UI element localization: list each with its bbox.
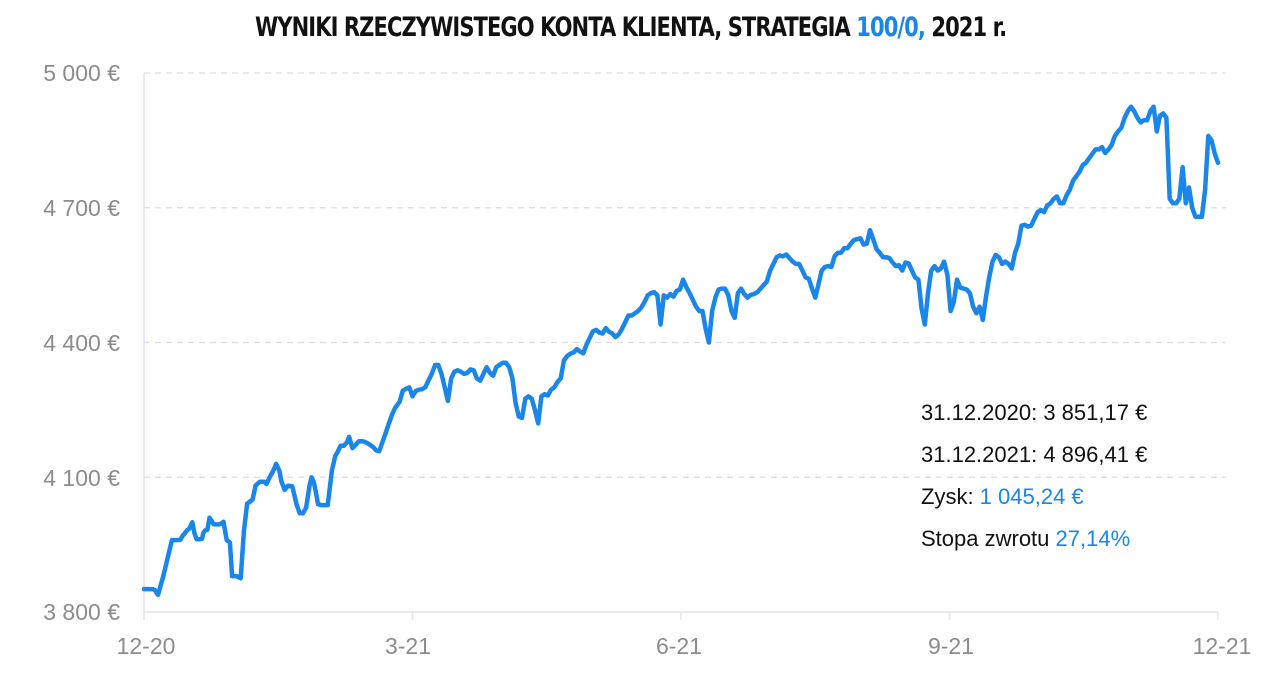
return-row: Stopa zwrotu 27,14% <box>921 518 1147 560</box>
y-tick-4700: 4 700 € <box>43 195 120 221</box>
profit-label: Zysk: <box>921 484 980 509</box>
chart-title: WYNIKI RZECZYWISTEGO KONTA KLIENTA, STRA… <box>137 12 1124 43</box>
x-tick-3-21: 3-21 <box>384 633 432 659</box>
return-value: 27,14% <box>1055 526 1131 551</box>
account-value-line <box>141 104 1221 598</box>
x-tick-12-21: 12-21 <box>1192 633 1252 659</box>
title-suffix: 2021 r. <box>924 12 1007 43</box>
end-value: 31.12.2021: 4 896,41 € <box>921 442 1148 467</box>
y-tick-3800: 3 800 € <box>43 599 120 625</box>
y-tick-4100: 4 100 € <box>43 465 120 491</box>
title-highlight: 100/0, <box>856 12 926 43</box>
y-tick-5000: 5 000 € <box>43 60 120 86</box>
start-value: 31.12.2020: 3 851,17 € <box>921 400 1148 425</box>
gridlines <box>144 72 1226 478</box>
x-axis-ticks <box>143 612 1219 620</box>
profit-row: Zysk: 1 045,24 € <box>921 476 1147 518</box>
x-tick-6-21: 6-21 <box>655 633 703 659</box>
profit-value: 1 045,24 € <box>979 484 1084 509</box>
summary-stats: 31.12.2020: 3 851,17 € 31.12.2021: 4 896… <box>921 392 1147 560</box>
return-label: Stopa zwrotu <box>921 526 1056 551</box>
y-tick-4400: 4 400 € <box>43 330 120 356</box>
x-tick-12-20: 12-20 <box>116 633 176 659</box>
title-prefix: WYNIKI RZECZYWISTEGO KONTA KLIENTA, STRA… <box>255 12 857 43</box>
x-tick-9-21: 9-21 <box>927 633 975 659</box>
